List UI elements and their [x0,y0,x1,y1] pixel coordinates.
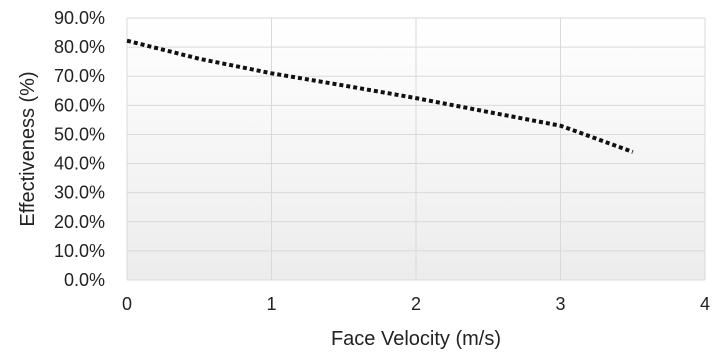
y-tick-label: 50.0% [54,124,105,144]
y-axis: 0.0% 10.0% 20.0% 30.0% 40.0% 50.0% 60.0% 70.0% 8… [54,8,105,290]
y-tick-label: 40.0% [54,154,105,174]
y-tick-label: 0.0% [64,270,105,290]
y-tick-label: 70.0% [54,66,105,86]
y-tick-label: 30.0% [54,183,105,203]
x-axis: 0 1 2 3 4 [122,294,710,314]
y-tick-label: 10.0% [54,241,105,261]
y-axis-title: Effectiveness (%) [17,71,39,226]
x-tick-label: 1 [266,294,276,314]
x-axis-title: Face Velocity (m/s) [331,328,501,350]
y-tick-label: 60.0% [54,95,105,115]
x-tick-label: 0 [122,294,132,314]
x-tick-label: 4 [700,294,710,314]
y-tick-label: 90.0% [54,8,105,28]
x-tick-label: 3 [555,294,565,314]
y-tick-label: 80.0% [54,37,105,57]
series-layer [126,38,634,154]
gridlines [126,17,706,281]
x-tick-label: 2 [411,294,421,314]
y-tick-label: 20.0% [54,212,105,232]
series-line [126,38,634,154]
